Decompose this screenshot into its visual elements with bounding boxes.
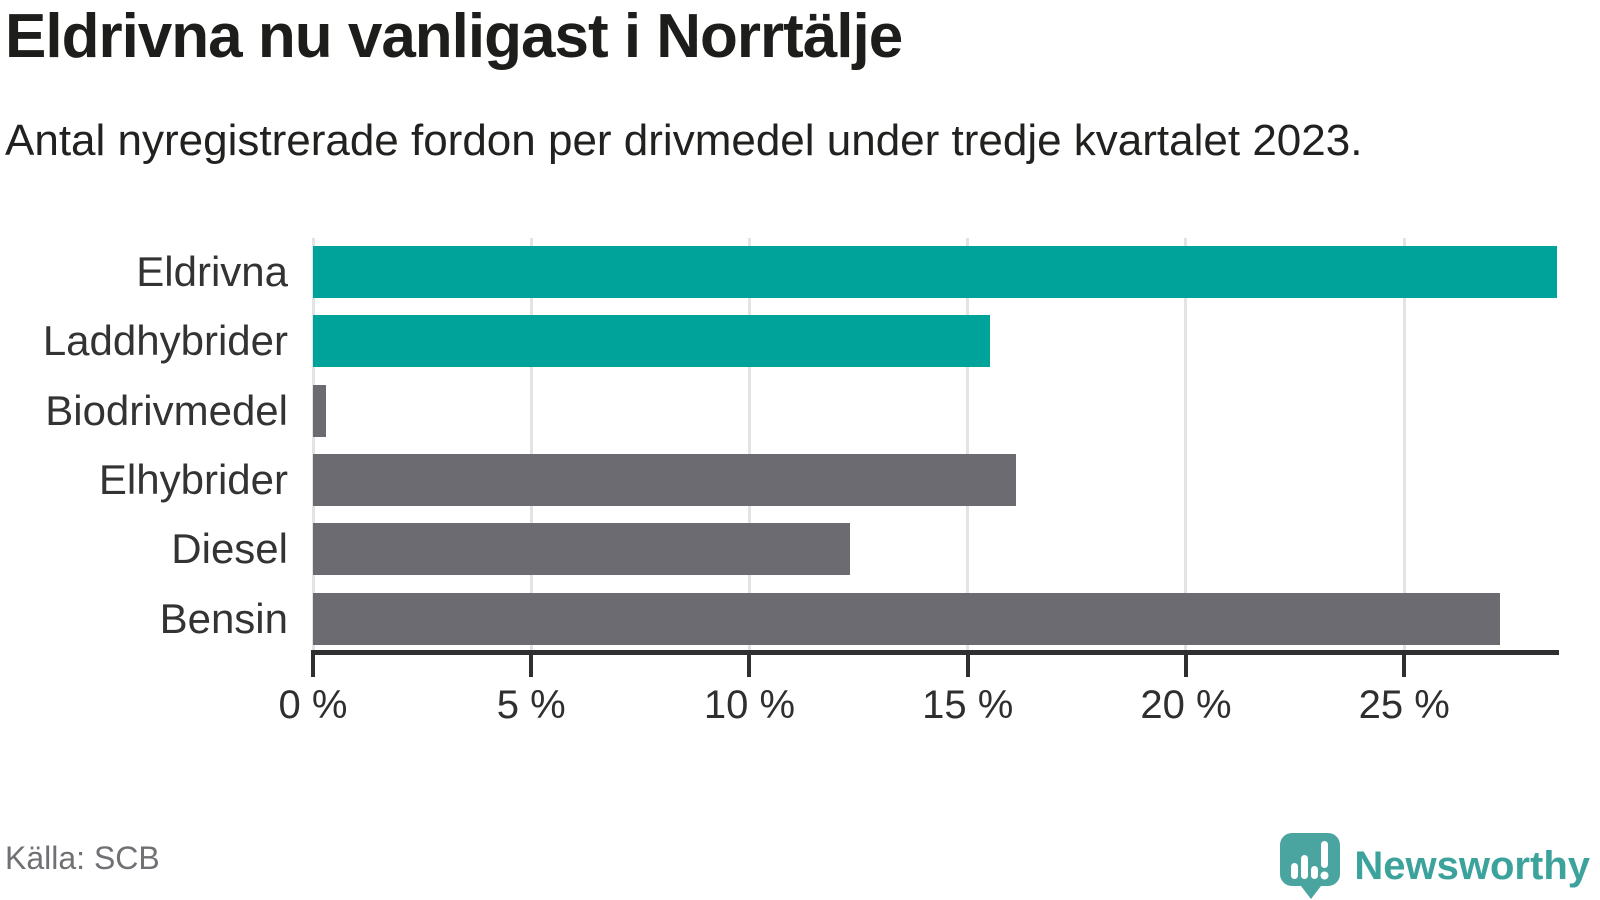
x-axis-tick-label: 15 %	[922, 683, 1014, 727]
newsworthy-wordmark: Newsworthy	[1354, 843, 1590, 888]
x-axis-tick	[1183, 650, 1188, 677]
x-axis-tick	[965, 650, 970, 677]
x-axis-tick-label: 5 %	[496, 683, 566, 727]
gridline	[747, 238, 751, 650]
gridline	[311, 238, 315, 650]
page-title: Eldrivna nu vanligast i Norrtälje	[5, 2, 903, 71]
x-axis-tick	[311, 650, 315, 677]
x-axis-tick-label: 0 %	[278, 683, 348, 727]
x-axis-tick-label: 25 %	[1358, 683, 1450, 727]
category-label: Eldrivna	[136, 248, 288, 295]
bar-diesel	[313, 523, 850, 576]
x-axis-tick	[747, 650, 752, 677]
bar-biodrivmedel	[313, 384, 327, 437]
page-subtitle: Antal nyregistrerade fordon per drivmede…	[5, 116, 1363, 165]
newsworthy-logo: Newsworthy	[1280, 832, 1590, 900]
x-axis-tick	[529, 650, 534, 677]
category-label: Bensin	[159, 594, 288, 642]
x-axis-tick	[1402, 650, 1407, 677]
x-axis-tick-label: 10 %	[703, 683, 796, 727]
category-label: Elhybrider	[98, 456, 288, 504]
x-axis-tick-label: 20 %	[1140, 683, 1232, 727]
bar-eldrivna	[313, 246, 1557, 298]
bar-bensin	[313, 592, 1501, 645]
gridline	[966, 238, 970, 650]
category-label: Laddhybrider	[42, 317, 288, 365]
bar-laddhybrider	[313, 315, 990, 368]
bar-elhybrider	[313, 454, 1016, 507]
category-label: Diesel	[171, 525, 288, 573]
x-axis-line	[311, 650, 1559, 655]
newsworthy-logo-icon	[1280, 833, 1341, 899]
category-label: Biodrivmedel	[45, 386, 288, 434]
gridline	[1184, 238, 1188, 650]
gridline	[529, 238, 533, 650]
source-label: Källa: SCB	[5, 840, 160, 876]
gridline	[1402, 238, 1406, 650]
